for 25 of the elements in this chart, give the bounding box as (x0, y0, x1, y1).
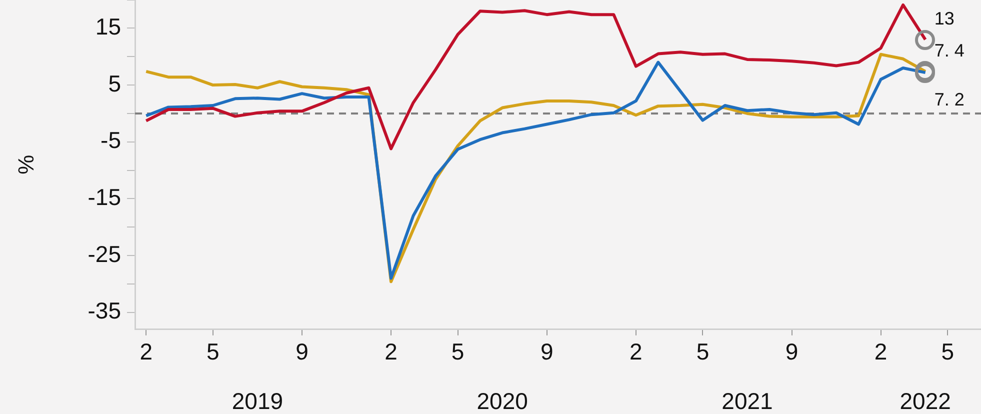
x-tick-label: 9 (540, 338, 554, 365)
x-tick-label: 9 (296, 338, 308, 365)
y-tick-label: 5 (108, 70, 121, 96)
data-label: 7. 2 (934, 90, 964, 110)
text: 2020 (476, 388, 528, 414)
x-tick-label: 2 (874, 338, 888, 365)
x-tick-label: 5 (206, 338, 220, 365)
text: 2022 (900, 388, 951, 414)
y-tick-label: -5 (100, 127, 121, 154)
x-tick-label: 5 (941, 338, 954, 365)
text: 2021 (722, 388, 773, 414)
x-tick-label: 5 (451, 338, 464, 365)
x-tick-label: 5 (696, 338, 710, 365)
text: 2019 (232, 388, 284, 414)
data-label: 13 (934, 8, 954, 29)
x-tick-label: 2 (384, 338, 398, 365)
y-tick-label: 15 (95, 14, 121, 40)
y-tick-label: -35 (88, 298, 121, 324)
x-tick-label: 2 (630, 338, 642, 365)
y-tick-label: -15 (88, 184, 121, 210)
y-tick-label: -25 (88, 240, 121, 267)
x-tick-label: 2 (140, 338, 153, 365)
x-tick-label: 9 (785, 338, 798, 365)
data-label: 7. 4 (934, 40, 964, 60)
y-axis-title: % (13, 154, 38, 174)
